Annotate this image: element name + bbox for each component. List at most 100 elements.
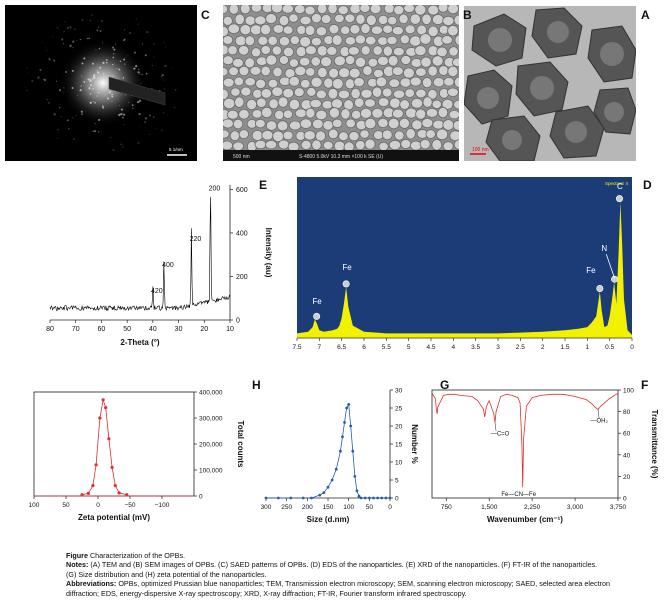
zeta-data-point [94, 463, 98, 467]
panel-c-label: C [201, 8, 210, 22]
size-data-point [339, 449, 342, 453]
panel-b-sem-image: S-4800 5.0kV 10.3 mm ×100 k SE (U) 500 n… [217, 1, 466, 161]
size-y-axis-title: Number % [410, 424, 419, 464]
zeta-data-point [113, 484, 117, 488]
eds-peak-marker [313, 312, 321, 320]
xrd-x-tick-label: 60 [98, 326, 106, 333]
size-data-point [351, 449, 355, 453]
size-series-line [266, 403, 390, 499]
panel-d-label: D [643, 178, 652, 192]
ftir-annotation: Fe—CN—Fe [501, 492, 536, 498]
panel-f-label: F [641, 378, 649, 392]
zeta-x-tick-label: 0 [96, 502, 100, 509]
eds-peak-label: Fe [342, 263, 352, 272]
size-y-tick-label: 20 [395, 424, 403, 431]
size-data-point [301, 496, 305, 500]
eds-x-tick-label: 4.5 [426, 344, 435, 351]
ftir-y-tick-label: 100 [623, 388, 634, 395]
eds-peak-marker [342, 280, 350, 288]
zeta-y-tick-label: 100,000 [199, 468, 223, 475]
size-x-tick-label: 300 [261, 504, 272, 511]
zeta-data-point [117, 491, 121, 495]
ftir-y-tick-label: 20 [623, 474, 631, 481]
size-data-point [318, 493, 322, 497]
ftir-spectrum: 3,750 3,000 2,250 1,500 750 0 20 40 60 80 100 —OH₂ —… [431, 388, 659, 524]
xrd-x-tick-label: 80 [46, 326, 54, 333]
zeta-x-axis-title: Zeta potential (mV) [78, 513, 150, 522]
size-data-point [349, 424, 353, 428]
size-data-point [380, 496, 384, 500]
ftir-y-tick-label: 80 [623, 409, 631, 416]
sem-info-text: S-4800 5.0kV 10.3 mm ×100 k SE (U) [299, 154, 383, 160]
size-data-point [330, 478, 334, 482]
eds-spectrum: Spectrum 4C N Fe Fe Fe 0 0.5 1 1.5 2 2.5 3 3.5 4 4.5 5 5… [292, 177, 634, 351]
ftir-y-axis-title: Transmittance (%) [650, 410, 659, 479]
eds-n-leader-line [605, 254, 615, 279]
caption-abbrev-label: Abbreviations: [66, 579, 117, 589]
xrd-x-tick-label: 50 [123, 326, 131, 333]
zeta-series-line [81, 399, 127, 496]
eds-peak-marker [611, 275, 619, 283]
eds-peak-marker [615, 195, 623, 203]
ftir-x-tick-label: 1,500 [481, 504, 498, 511]
ftir-x-tick-label: 2,250 [524, 504, 541, 511]
zeta-data-point [98, 416, 102, 420]
panel-e-xrd-chart: 10 20 30 40 50 60 70 80 0 200 400 600 200 220 400 420 2-… [30, 175, 275, 360]
ftir-series-line [431, 392, 619, 488]
size-data-point [376, 496, 379, 500]
size-data-point [322, 491, 326, 494]
zeta-x-tick-label: 50 [62, 502, 70, 509]
size-data-point [388, 496, 392, 500]
size-data-point [355, 489, 359, 493]
size-data-point [310, 496, 313, 500]
size-data-point [277, 496, 280, 500]
eds-peak-marker [596, 285, 604, 293]
eds-x-tick-label: 4 [452, 344, 456, 351]
size-y-tick-label: 10 [395, 460, 403, 467]
zeta-x-tick-label: 100 [29, 502, 40, 509]
panel-d-eds-chart: Spectrum 4 C N Fe Fe Fe 0 0.5 1 1.5 2 2.5 3 3.5 4 4.5 5 5… [289, 173, 640, 355]
ftir-plot-frame [431, 389, 619, 499]
xrd-peak-label: 400 [162, 262, 174, 269]
size-data-point [345, 406, 348, 410]
zeta-x-tick-label: −100 [155, 502, 170, 509]
saed-pattern: 5 1/nm [5, 5, 197, 161]
xrd-y-tick-label: 400 [236, 230, 248, 237]
eds-peak-label: C [617, 182, 623, 191]
eds-x-tick-label: 7.5 [292, 344, 301, 351]
size-data-point [384, 496, 388, 500]
size-x-tick-label: 0 [388, 504, 392, 511]
xrd-y-axis-title: Intensity (au) [264, 228, 273, 278]
zeta-data-point [104, 406, 108, 410]
size-data-point [334, 467, 338, 471]
panel-g-size-chart: 300 250 200 150 100 50 0 0 5 10 15 20 25 30 Size (d.nm… [240, 378, 420, 538]
eds-spectrum-area [297, 201, 632, 338]
xrd-peak-label: 220 [190, 236, 202, 243]
eds-x-tick-label: 0.5 [605, 344, 614, 351]
figure-caption: Figure Characterization of the OPBs. Not… [66, 551, 666, 598]
ftir-y-tick-label: 60 [623, 431, 631, 438]
panel-a-tem-image: 100 nm [463, 6, 637, 162]
sem-scale-label: 500 nm [233, 154, 250, 160]
ftir-annotation: —OH₂ [590, 418, 608, 424]
zeta-data-point [101, 398, 105, 402]
caption-abbrev-text-2: diffraction; EDS, energy-dispersive X-ra… [66, 588, 467, 598]
ftir-y-tick-label: 0 [623, 496, 627, 503]
size-data-point [353, 475, 357, 478]
tem-scale-label: 100 nm [472, 147, 489, 153]
xrd-peak-label: 200 [209, 186, 221, 193]
panel-b-label: B [463, 8, 472, 22]
size-x-tick-label: 100 [343, 504, 354, 511]
size-data-point [367, 496, 371, 500]
panel-h-zeta-chart: 100 50 0 −50 −100 0 100,000 200,000 300,000 400,0… [20, 378, 250, 538]
size-x-axis-title: Size (d.nm) [307, 515, 350, 524]
size-y-tick-label: 25 [395, 406, 403, 413]
eds-peak-label: N [601, 244, 607, 253]
zeta-data-point [86, 491, 90, 495]
ftir-annotation: —C=O [491, 431, 510, 437]
zeta-x-tick-label: −50 [124, 502, 135, 509]
size-data-point [357, 494, 361, 498]
size-data-point [347, 403, 351, 406]
zeta-potential: 100 50 0 −50 −100 0 100,000 200,000 300,000 400,0… [29, 390, 245, 523]
eds-x-tick-label: 1 [586, 344, 590, 351]
